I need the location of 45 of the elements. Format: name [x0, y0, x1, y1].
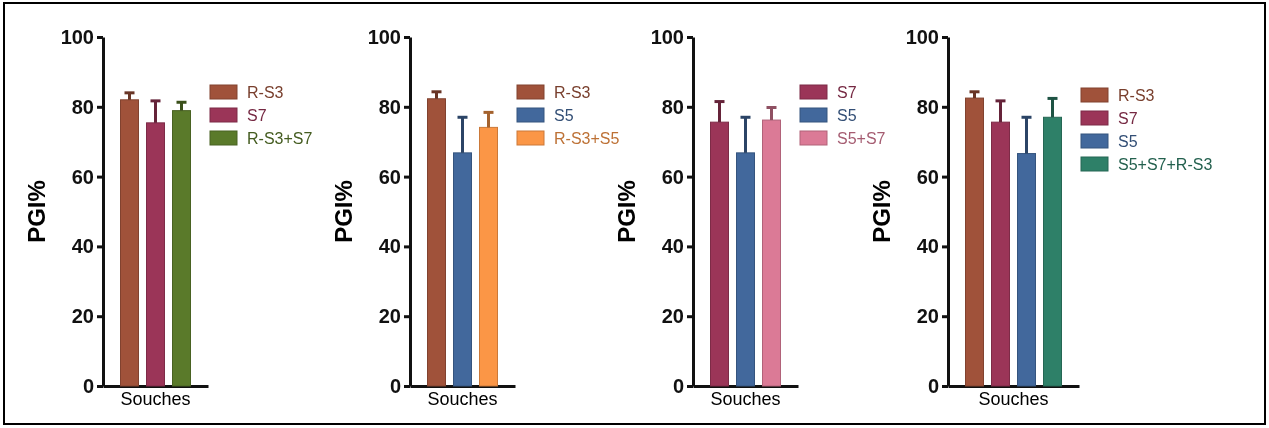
- y-tick-label: 20: [71, 305, 94, 328]
- legend-label: S5+S7+R-S3: [1118, 155, 1213, 173]
- legend-label: S7: [837, 83, 857, 101]
- y-tick-label: 100: [60, 25, 94, 48]
- legend-label: S5+S7: [837, 129, 886, 147]
- y-tick-label: 20: [916, 305, 939, 328]
- y-tick-label: 80: [71, 95, 94, 118]
- legend-label: S5: [554, 106, 574, 124]
- y-tick-label: 0: [389, 374, 401, 397]
- y-tick-label: 60: [916, 165, 939, 188]
- legend-label: S5: [837, 106, 857, 124]
- y-tick-label: 0: [927, 374, 939, 397]
- legend-label: R-S3+S5: [554, 129, 620, 147]
- y-tick-label: 20: [661, 305, 684, 328]
- legend-label: R-S3: [1118, 86, 1155, 104]
- x-tick-label: Souches: [427, 389, 498, 410]
- y-axis-title: PGI%: [613, 180, 640, 243]
- y-tick-label: 0: [82, 374, 94, 397]
- legend-label: R-S3: [247, 83, 284, 101]
- y-axis-title: PGI%: [868, 180, 895, 243]
- y-tick-label: 40: [378, 235, 401, 258]
- y-tick-label: 80: [661, 95, 684, 118]
- y-tick-label: 40: [71, 235, 94, 258]
- y-tick-label: 100: [905, 25, 939, 48]
- y-tick-label: 40: [661, 235, 684, 258]
- legend-label: R-S3: [554, 83, 591, 101]
- y-tick-label: 60: [71, 165, 94, 188]
- legend-label: S5: [1118, 132, 1138, 150]
- x-tick-label: Souches: [978, 389, 1049, 410]
- legend-label: R-S3+S7: [247, 129, 313, 147]
- y-tick-label: 60: [661, 165, 684, 188]
- y-axis-title: PGI%: [23, 180, 50, 243]
- y-axis-title: PGI%: [330, 180, 357, 243]
- y-tick-label: 80: [916, 95, 939, 118]
- y-tick-label: 0: [672, 374, 684, 397]
- y-tick-label: 80: [378, 95, 401, 118]
- y-tick-label: 60: [378, 165, 401, 188]
- x-tick-label: Souches: [710, 389, 781, 410]
- y-tick-label: 40: [916, 235, 939, 258]
- y-tick-label: 100: [367, 25, 401, 48]
- legend-label: S7: [1118, 109, 1138, 127]
- y-tick-label: 20: [378, 305, 401, 328]
- legend-label: S7: [247, 106, 267, 124]
- y-tick-label: 100: [650, 25, 684, 48]
- x-tick-label: Souches: [120, 389, 191, 410]
